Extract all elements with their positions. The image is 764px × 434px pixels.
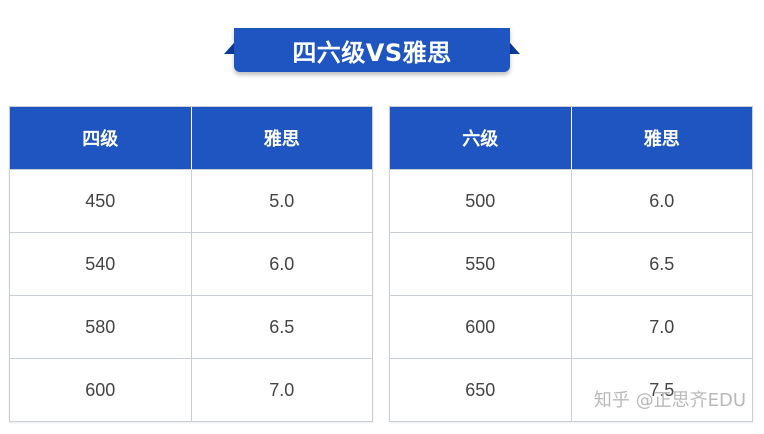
cet4-ielts-table: 四级 雅思 450 5.0 540 6.0 580 6.5 600 7.0 bbox=[9, 106, 373, 422]
cet4-score-cell: 580 bbox=[10, 295, 192, 359]
table-header-row: 四级 雅思 bbox=[10, 107, 372, 170]
column-header-cet6: 六级 bbox=[390, 107, 572, 170]
page-title: 四六级VS雅思 bbox=[234, 28, 510, 72]
watermark: 知乎 @正思齐EDU bbox=[593, 390, 746, 411]
table-row: 600 7.0 bbox=[390, 295, 752, 359]
cet6-ielts-table: 六级 雅思 500 6.0 550 6.5 600 7.0 650 7.5 bbox=[389, 106, 753, 422]
ielts-score-cell: 6.5 bbox=[191, 295, 372, 359]
ielts-score-cell: 6.0 bbox=[191, 232, 372, 296]
ielts-score-cell: 6.5 bbox=[571, 232, 752, 296]
cet6-score-cell: 650 bbox=[390, 358, 572, 421]
table-header-row: 六级 雅思 bbox=[390, 107, 752, 170]
table-row: 540 6.0 bbox=[10, 232, 372, 296]
table-row: 450 5.0 bbox=[10, 169, 372, 233]
column-header-ielts: 雅思 bbox=[191, 107, 372, 170]
table-row: 500 6.0 bbox=[390, 169, 752, 233]
column-header-cet4: 四级 bbox=[10, 107, 192, 170]
cet6-score-cell: 500 bbox=[390, 169, 572, 233]
cet4-score-cell: 540 bbox=[10, 232, 192, 296]
ielts-score-cell: 7.0 bbox=[571, 295, 752, 359]
cet6-score-cell: 550 bbox=[390, 232, 572, 296]
title-banner: 四六级VS雅思 bbox=[224, 28, 520, 74]
column-header-ielts: 雅思 bbox=[571, 107, 752, 170]
cet4-score-cell: 600 bbox=[10, 358, 192, 421]
cet4-score-cell: 450 bbox=[10, 169, 192, 233]
table-row: 550 6.5 bbox=[390, 232, 752, 296]
cet6-score-cell: 600 bbox=[390, 295, 572, 359]
table-row: 600 7.0 bbox=[10, 358, 372, 421]
ielts-score-cell: 7.0 bbox=[191, 358, 372, 421]
table-row: 580 6.5 bbox=[10, 295, 372, 359]
table-row: 650 7.5 bbox=[390, 358, 752, 421]
ielts-score-cell: 6.0 bbox=[571, 169, 752, 233]
ielts-score-cell: 7.5 bbox=[571, 358, 752, 421]
ielts-score-cell: 5.0 bbox=[191, 169, 372, 233]
